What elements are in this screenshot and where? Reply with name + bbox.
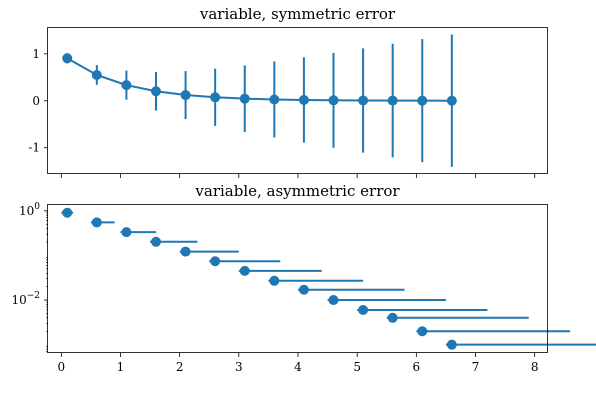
bottom-data-point <box>358 304 369 315</box>
bottom-data-point <box>417 326 428 337</box>
bottom-axes-frame <box>47 204 548 353</box>
top-y-tick-label: 0 <box>32 94 40 108</box>
bottom-x-tick-label: 8 <box>531 360 539 374</box>
top-y-tick-label: 1 <box>32 47 40 61</box>
top-data-point <box>150 86 161 97</box>
top-data-point <box>417 95 428 106</box>
asymmetric-error-panel: variable, asymmetric error 100 10−2 0 1 2 3 4… <box>11 182 596 374</box>
top-data-point <box>180 90 191 101</box>
bottom-data-point <box>210 256 221 267</box>
bottom-y-tick-label: 100 <box>19 202 40 218</box>
bottom-data-point <box>446 339 457 350</box>
bottom-data-point <box>239 265 250 276</box>
top-panel-title: variable, symmetric error <box>199 5 396 23</box>
top-data-point <box>269 94 280 105</box>
bottom-panel-title: variable, asymmetric error <box>194 182 400 200</box>
top-x-axis <box>60 174 536 178</box>
bottom-x-tick-label: 7 <box>472 360 480 374</box>
top-y-tick-label: -1 <box>28 141 40 155</box>
bottom-x-axis: 0 1 2 3 4 5 6 7 8 <box>57 353 539 374</box>
bottom-data-point <box>269 275 280 286</box>
bottom-x-tick-label: 6 <box>413 360 421 374</box>
bottom-data-point <box>387 312 398 323</box>
bottom-data-point <box>62 207 73 218</box>
top-data-point <box>121 80 132 91</box>
bottom-data-point <box>150 236 161 247</box>
top-data-point <box>239 93 250 104</box>
bottom-x-tick-label: 4 <box>294 360 302 374</box>
top-data-point <box>446 95 457 106</box>
top-data-point <box>210 92 221 103</box>
bottom-data-point <box>91 217 102 228</box>
bottom-x-tick-label: 0 <box>57 360 65 374</box>
bottom-data-point <box>328 295 339 306</box>
top-data-point <box>62 53 73 64</box>
top-plot-area <box>62 34 457 167</box>
bottom-x-tick-label: 3 <box>235 360 243 374</box>
top-data-point <box>387 95 398 106</box>
top-data-point <box>91 69 102 80</box>
bottom-x-tick-label: 5 <box>353 360 361 374</box>
bottom-plot-area <box>61 207 596 350</box>
top-data-point <box>358 95 369 106</box>
bottom-data-point <box>298 284 309 295</box>
top-axes-frame <box>47 27 548 174</box>
bottom-data-point <box>180 246 191 257</box>
bottom-x-tick-label: 2 <box>176 360 184 374</box>
bottom-x-tick-label: 1 <box>117 360 125 374</box>
bottom-data-point <box>121 227 132 238</box>
top-data-point <box>328 95 339 106</box>
bottom-y-tick-label: 10−2 <box>11 291 40 307</box>
top-data-point <box>298 94 309 105</box>
